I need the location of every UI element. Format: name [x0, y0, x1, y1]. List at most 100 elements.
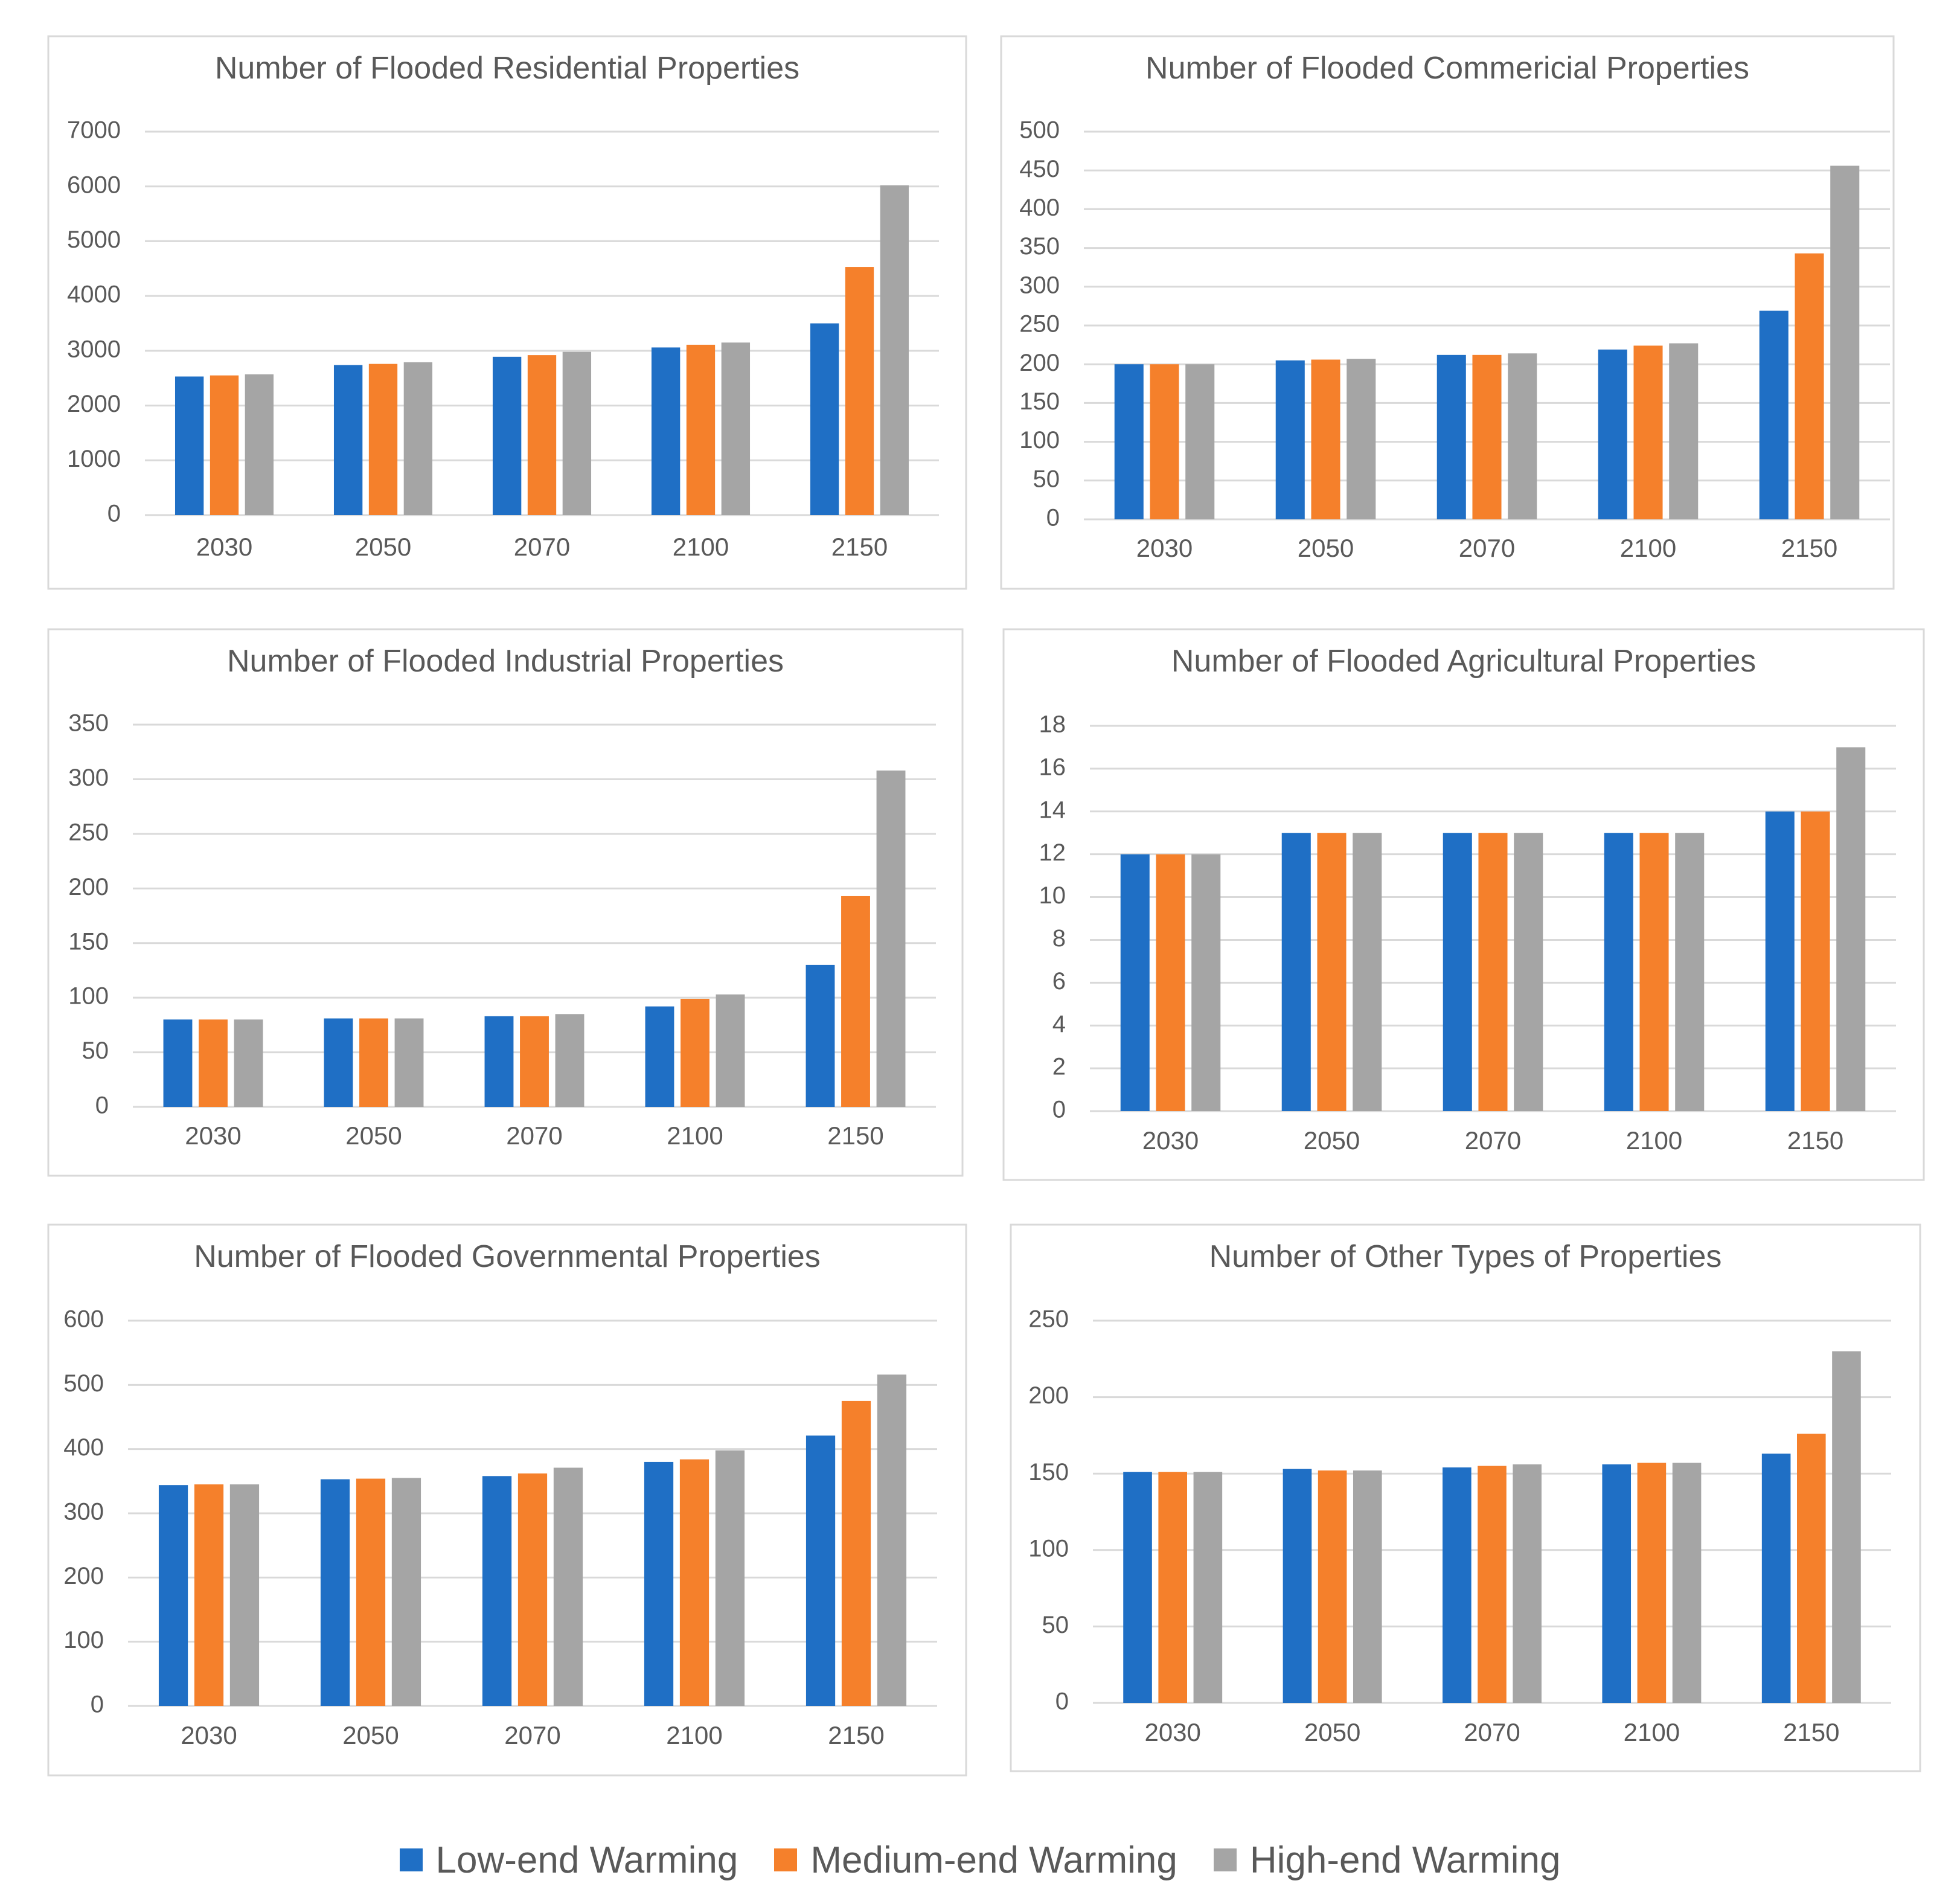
chart-title: Number of Other Types of Properties	[1209, 1239, 1722, 1274]
bar-medium-2070	[1478, 833, 1508, 1111]
bar-high-2070	[1508, 353, 1537, 519]
bar-low-2150	[810, 323, 839, 515]
y-tick-label: 250	[1019, 311, 1060, 338]
bar-medium-2050	[359, 1018, 388, 1107]
x-tick-label: 2050	[1304, 1718, 1360, 1746]
x-tick-label: 2030	[1136, 534, 1193, 562]
legend-swatch-high	[1213, 1848, 1237, 1871]
bar-high-2030	[245, 374, 274, 515]
bar-low-2050	[320, 1479, 350, 1706]
bar-low-2150	[1759, 310, 1789, 519]
x-tick-label: 2150	[1783, 1718, 1839, 1746]
bar-low-2030	[1114, 364, 1144, 519]
bar-medium-2100	[1639, 833, 1669, 1111]
legend-label-low: Low-end Warming	[435, 1839, 738, 1881]
bar-high-2100	[715, 1450, 745, 1706]
x-tick-label: 2030	[1144, 1718, 1200, 1746]
bar-low-2070	[492, 356, 522, 515]
bar-high-2050	[1353, 1470, 1382, 1703]
y-tick-label: 0	[95, 1092, 109, 1119]
bar-high-2050	[1353, 833, 1382, 1111]
x-tick-label: 2100	[667, 1121, 723, 1150]
chart-panel-agricultural: Number of Flooded Agricultural Propertie…	[1002, 628, 1925, 1181]
y-tick-label: 400	[63, 1434, 104, 1461]
y-tick-label: 0	[107, 501, 121, 527]
bar-high-2100	[1672, 1463, 1702, 1703]
bar-medium-2150	[841, 896, 870, 1107]
y-tick-label: 4000	[67, 281, 121, 308]
y-tick-label: 14	[1039, 797, 1066, 823]
bar-high-2150	[1830, 165, 1860, 520]
x-tick-label: 2150	[828, 1721, 884, 1749]
y-tick-label: 300	[1019, 272, 1060, 298]
bar-low-2100	[651, 347, 681, 515]
bar-low-2030	[175, 376, 204, 515]
x-tick-label: 2050	[355, 533, 411, 561]
bar-medium-2050	[1311, 359, 1340, 519]
x-tick-label: 2050	[1298, 534, 1354, 562]
bar-low-2070	[482, 1476, 512, 1706]
legend-swatch-low	[399, 1848, 423, 1871]
bar-medium-2100	[681, 998, 709, 1107]
y-tick-label: 8	[1052, 925, 1066, 952]
y-tick-label: 16	[1039, 754, 1066, 780]
bar-low-2050	[1281, 833, 1311, 1111]
bar-low-2050	[1275, 360, 1305, 519]
x-tick-label: 2030	[181, 1721, 237, 1749]
bar-low-2100	[645, 1006, 674, 1107]
y-tick-label: 450	[1019, 156, 1060, 182]
bar-medium-2150	[841, 1400, 871, 1706]
chart-panel-other: Number of Other Types of Properties 0 50 10…	[1010, 1223, 1921, 1772]
bar-low-2050	[333, 365, 363, 515]
bar-high-2100	[716, 994, 745, 1107]
x-tick-label: 2150	[827, 1121, 883, 1150]
y-tick-label: 0	[1055, 1688, 1069, 1715]
bar-medium-2100	[1633, 345, 1663, 519]
y-tick-label: 50	[1042, 1612, 1069, 1638]
bar-high-2100	[1669, 343, 1699, 519]
bar-low-2030	[1123, 1472, 1152, 1703]
y-tick-label: 18	[1039, 711, 1066, 738]
y-tick-label: 100	[63, 1627, 104, 1653]
y-tick-label: 500	[63, 1370, 104, 1397]
y-tick-label: 50	[82, 1037, 109, 1064]
bar-medium-2070	[1472, 354, 1502, 519]
bar-low-2100	[644, 1461, 674, 1706]
bar-high-2070	[1513, 1464, 1542, 1703]
bar-low-2070	[1443, 1467, 1472, 1703]
y-tick-label: 400	[1019, 194, 1060, 221]
bar-high-2030	[1191, 854, 1221, 1111]
bar-low-2100	[1602, 1464, 1632, 1703]
x-tick-label: 2030	[1142, 1126, 1199, 1155]
bar-high-2030	[1185, 364, 1215, 519]
x-tick-label: 2100	[1626, 1126, 1682, 1155]
bar-low-2070	[1436, 354, 1466, 519]
x-tick-label: 2050	[342, 1721, 399, 1749]
x-tick-label: 2070	[504, 1721, 560, 1749]
y-tick-label: 350	[68, 710, 109, 737]
bar-high-2030	[234, 1019, 263, 1107]
x-tick-label: 2050	[1304, 1126, 1360, 1155]
y-tick-label: 200	[1028, 1382, 1069, 1409]
x-tick-label: 2070	[514, 533, 570, 561]
legend: Low-end Warming Medium-end Warming High-…	[0, 1824, 1960, 1896]
chart-title: Number of Flooded Residential Properties	[215, 51, 799, 86]
y-tick-label: 0	[1046, 505, 1060, 531]
chart-panel-industrial: Number of Flooded Industrial Properties 0…	[47, 628, 964, 1177]
bar-low-2070	[1443, 833, 1472, 1111]
bar-low-2150	[1761, 1454, 1791, 1703]
chart-title: Number of Flooded Agricultural Propertie…	[1171, 644, 1756, 679]
bar-high-2100	[1675, 833, 1705, 1111]
bar-medium-2100	[679, 1459, 709, 1706]
bar-low-2030	[158, 1485, 188, 1706]
y-tick-label: 200	[68, 874, 109, 900]
bar-low-2050	[1283, 1469, 1312, 1703]
y-tick-label: 300	[63, 1499, 104, 1525]
y-tick-label: 200	[63, 1563, 104, 1589]
x-tick-label: 2070	[1459, 534, 1515, 562]
bar-high-2150	[880, 185, 909, 515]
bar-high-2050	[1347, 359, 1376, 519]
bar-medium-2030	[194, 1484, 224, 1706]
x-tick-label: 2070	[1464, 1718, 1520, 1746]
x-tick-label: 2100	[666, 1721, 722, 1749]
